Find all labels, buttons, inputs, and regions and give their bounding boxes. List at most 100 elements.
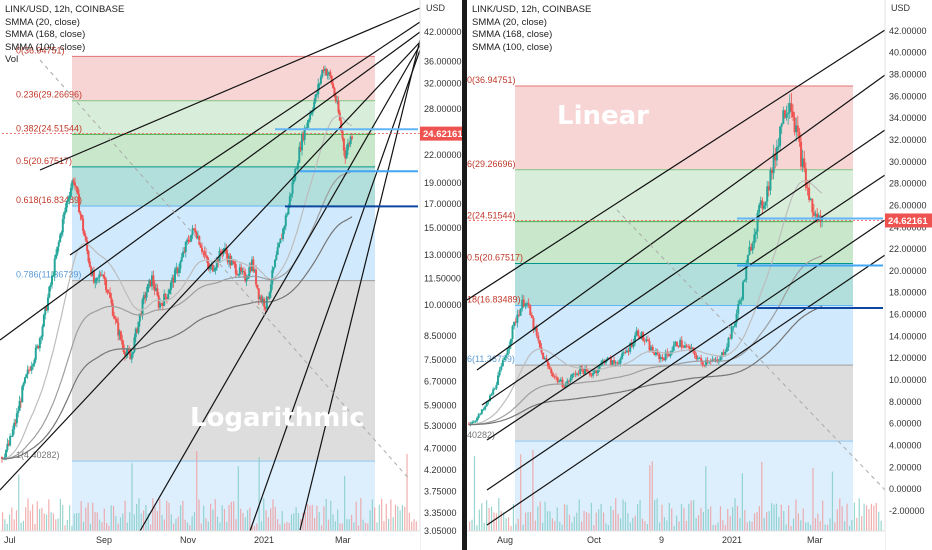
fib-zone-0.236	[515, 169, 853, 222]
candle-body	[336, 100, 339, 102]
volume-bar	[339, 523, 341, 531]
volume-bar	[529, 511, 532, 531]
candle-body	[26, 369, 29, 375]
volume-bar	[397, 506, 399, 531]
candle-body	[575, 373, 578, 375]
volume-bar	[337, 509, 339, 531]
candle-body	[248, 267, 251, 276]
volume-bar	[381, 498, 383, 531]
volume-bar	[330, 500, 332, 531]
candle-body	[490, 394, 493, 396]
volume-bar	[515, 524, 517, 531]
candle-body	[574, 373, 577, 375]
candle-body	[87, 251, 90, 262]
candle-body	[669, 353, 672, 357]
volume-bar	[297, 512, 300, 531]
candle-body	[55, 254, 58, 259]
volume-bar	[78, 512, 80, 531]
candle-body	[187, 239, 190, 242]
candle-body	[40, 336, 43, 339]
volume-bar	[780, 504, 782, 531]
volume-bar	[99, 519, 101, 531]
candle-body	[791, 111, 794, 118]
candle-body	[333, 88, 336, 96]
candle-body	[80, 214, 83, 219]
price-tick-label: 32.00000	[424, 79, 462, 89]
candle-body	[542, 352, 545, 360]
candle-body	[90, 266, 93, 276]
candle-body	[577, 373, 580, 375]
candle-body	[526, 303, 529, 305]
chart-panel-linear[interactable]: 0(36.94751) 6(29.26696) 2(24.51544) 0.5(20.…	[467, 0, 932, 550]
volume-bar	[846, 503, 848, 531]
volume-bar	[490, 506, 493, 531]
price-tick-label: 10.00000	[424, 300, 462, 310]
candle-body	[803, 158, 806, 169]
volume-bar	[281, 511, 283, 531]
smma-168-line	[468, 305, 823, 426]
candle-body	[349, 136, 352, 145]
volume-bar	[129, 512, 131, 531]
volume-bar	[824, 524, 826, 531]
time-axis-bg	[467, 531, 885, 550]
candle-body	[488, 395, 491, 402]
volume-bar	[367, 523, 369, 531]
volume-bar	[624, 501, 627, 531]
time-tick-label: Nov	[180, 535, 197, 545]
volume-bar	[651, 461, 653, 531]
candle-body	[732, 326, 735, 328]
candle-body	[796, 125, 799, 132]
volume-bar	[770, 503, 773, 531]
candle-body	[756, 212, 759, 232]
volume-bar	[551, 518, 553, 531]
candle-body	[517, 314, 520, 316]
candle-body	[307, 119, 310, 123]
volume-bar	[353, 522, 355, 531]
volume-bar	[374, 507, 376, 531]
candle-body	[471, 421, 474, 424]
candle-body	[344, 150, 347, 159]
candle-body	[253, 269, 256, 272]
price-tick-label: 36.00000	[889, 91, 927, 101]
volume-bar	[722, 520, 724, 531]
chart-canvas-log[interactable]: 0(36.94751) 0.236(29.26696) 0.382(24.51544…	[0, 0, 462, 550]
volume-bar	[228, 504, 230, 531]
candle-body	[41, 326, 44, 337]
volume-bar	[216, 516, 219, 531]
candle-body	[282, 228, 285, 239]
volume-bar	[727, 508, 729, 531]
candle-body	[133, 337, 136, 352]
volume-bar	[800, 520, 802, 531]
volume-bar	[210, 503, 212, 531]
volume-bar	[136, 503, 138, 531]
candle-body	[788, 103, 791, 113]
candle-body	[627, 350, 630, 352]
volume-bar	[629, 522, 631, 531]
candle-body	[15, 413, 18, 424]
header-smma-100: SMMA (100, close)	[5, 41, 86, 53]
volume-bar	[108, 525, 110, 531]
candle-body	[118, 331, 121, 336]
candle-body	[125, 352, 128, 356]
candle-body	[233, 261, 236, 264]
volume-bar	[309, 505, 311, 531]
volume-bar	[593, 525, 595, 531]
candle-body	[201, 247, 203, 252]
volume-bar	[676, 515, 678, 531]
candle-body	[257, 288, 260, 300]
candle-body	[236, 273, 239, 276]
volume-bar	[34, 523, 36, 531]
trend-line	[139, 44, 421, 532]
candle-body	[804, 168, 807, 188]
chart-canvas-linear[interactable]: 0(36.94751) 6(29.26696) 2(24.51544) 0.5(20.…	[467, 0, 932, 550]
candle-body	[310, 112, 313, 115]
chart-panel-log[interactable]: 0(36.94751) 0.236(29.26696) 0.382(24.51544…	[0, 0, 462, 550]
candle-body	[571, 374, 574, 379]
currency-label: USD	[426, 3, 446, 13]
price-tick-label: 28.00000	[889, 179, 927, 189]
price-axis-bg	[885, 0, 932, 550]
volume-bar	[712, 524, 714, 531]
candle-body	[165, 297, 168, 299]
volume-bar	[571, 522, 573, 531]
volume-bar	[668, 502, 670, 531]
